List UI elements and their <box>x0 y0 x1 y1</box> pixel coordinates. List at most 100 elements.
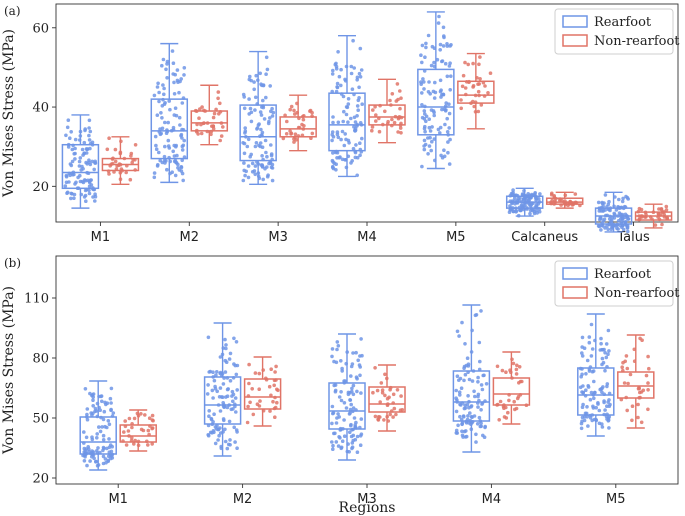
data-point <box>357 85 361 90</box>
data-point <box>175 153 179 158</box>
data-point <box>420 103 424 107</box>
data-point <box>275 387 279 392</box>
box-non-rearfoot-calcaneus <box>545 191 584 209</box>
data-point <box>213 425 218 429</box>
data-point <box>174 143 178 148</box>
data-point <box>438 131 442 135</box>
data-point <box>537 197 541 201</box>
data-point <box>462 378 466 383</box>
data-point <box>165 167 169 172</box>
data-point <box>331 443 335 448</box>
data-point <box>224 346 228 351</box>
x-tick-label: M4 <box>357 230 377 245</box>
data-point <box>625 408 629 413</box>
data-point <box>607 426 611 430</box>
data-point <box>211 396 215 400</box>
data-point <box>85 162 89 166</box>
data-point <box>82 140 87 145</box>
data-point <box>473 313 478 318</box>
data-point <box>420 115 425 120</box>
data-point <box>352 115 357 120</box>
data-point <box>247 77 252 82</box>
data-point <box>73 137 78 142</box>
data-point <box>429 148 434 153</box>
data-point <box>585 415 589 419</box>
box-rearfoot-talus <box>594 191 633 234</box>
data-point <box>479 309 483 313</box>
data-point <box>398 89 402 93</box>
data-point <box>440 92 444 97</box>
data-point <box>124 170 128 175</box>
data-point <box>646 407 650 412</box>
data-point <box>603 350 607 355</box>
data-point <box>242 106 247 111</box>
data-point <box>475 422 480 426</box>
data-point <box>225 446 230 451</box>
data-point <box>274 364 278 369</box>
data-point <box>227 419 232 424</box>
data-point <box>91 398 95 403</box>
data-point <box>351 38 355 43</box>
data-point <box>260 154 264 158</box>
data-point <box>180 158 184 163</box>
data-point <box>468 411 472 415</box>
data-point <box>357 71 362 76</box>
data-point <box>460 84 465 89</box>
data-point <box>87 118 92 123</box>
data-point <box>85 463 89 468</box>
data-point <box>445 130 450 134</box>
data-point <box>358 443 363 448</box>
data-point <box>270 114 275 118</box>
data-point <box>179 169 184 173</box>
data-point <box>355 389 359 394</box>
data-point <box>378 400 383 404</box>
data-point <box>621 227 626 232</box>
data-point <box>612 211 616 216</box>
data-point <box>460 429 464 434</box>
data-point <box>436 21 441 25</box>
box-iqr <box>457 80 495 104</box>
data-point <box>336 444 341 448</box>
data-point <box>398 126 403 130</box>
data-point <box>257 371 262 376</box>
data-point <box>511 361 516 366</box>
data-point <box>591 404 595 409</box>
data-point <box>260 165 265 169</box>
x-tick-label: M3 <box>268 230 288 245</box>
data-point <box>130 160 134 165</box>
data-point <box>355 155 360 160</box>
x-tick-label: M2 <box>233 492 253 507</box>
box-rearfoot-m1 <box>61 114 100 209</box>
data-point <box>638 390 642 395</box>
data-point <box>600 425 605 429</box>
data-point <box>165 62 169 66</box>
data-point <box>580 415 585 420</box>
data-point <box>500 368 505 373</box>
box-non-rearfoot-m4 <box>492 351 531 425</box>
data-point <box>160 116 164 120</box>
data-point <box>515 363 519 368</box>
data-point <box>596 402 600 406</box>
data-point <box>230 389 235 394</box>
data-point <box>176 80 180 84</box>
data-point <box>160 126 165 131</box>
box-iqr <box>617 371 655 399</box>
data-point <box>100 399 104 404</box>
data-point <box>626 229 630 234</box>
data-point <box>180 148 185 152</box>
data-point <box>427 117 432 121</box>
data-point <box>214 373 218 378</box>
data-point <box>445 116 450 121</box>
data-point <box>356 108 361 112</box>
data-point <box>332 161 337 165</box>
data-point <box>472 389 476 394</box>
data-point <box>330 354 334 359</box>
data-point <box>606 328 611 333</box>
data-point <box>625 225 630 230</box>
data-point <box>133 143 138 147</box>
data-point <box>388 412 393 417</box>
data-point <box>88 459 92 463</box>
data-point <box>216 438 220 442</box>
data-point <box>339 137 343 142</box>
box-iqr <box>328 92 366 152</box>
